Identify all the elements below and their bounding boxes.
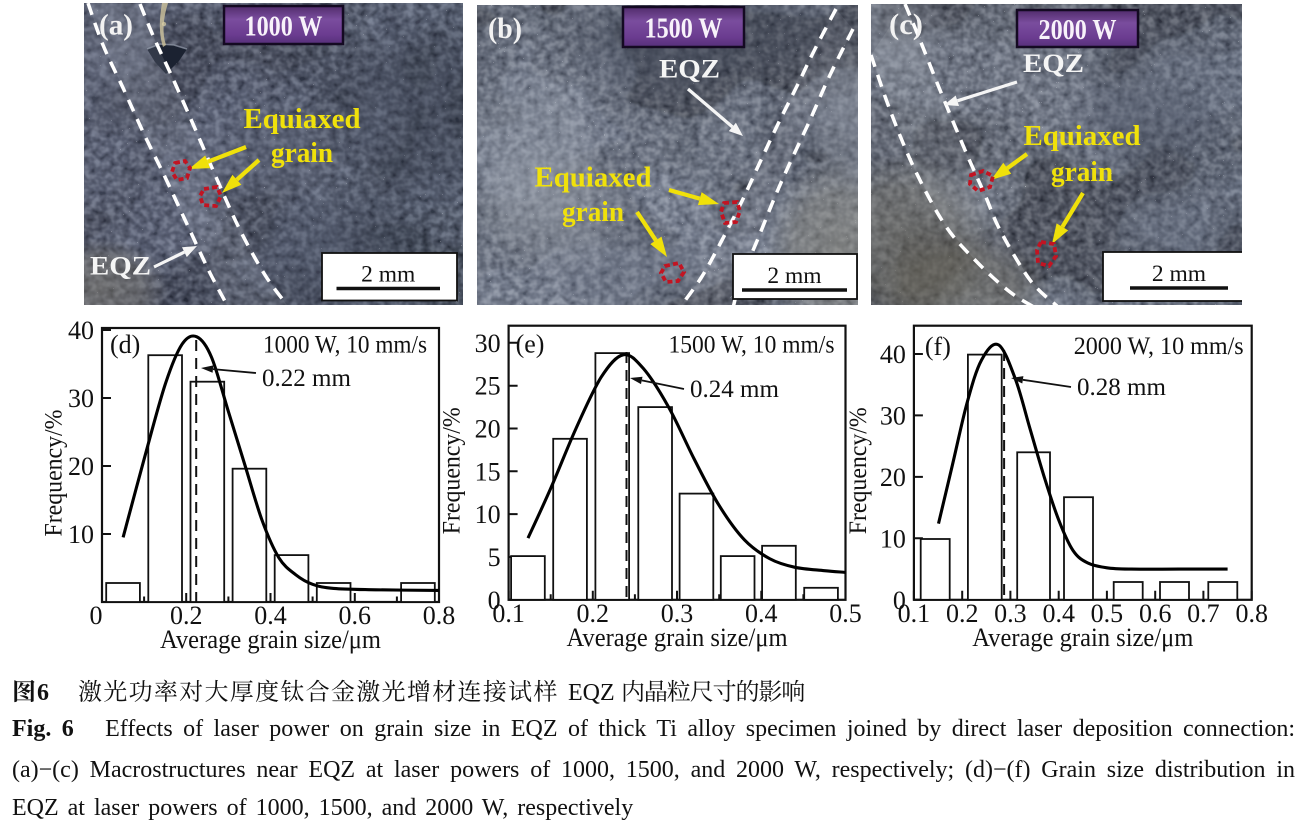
- svg-text:grain: grain: [1051, 157, 1113, 188]
- svg-text:10: 10: [880, 524, 906, 553]
- svg-text:0.3: 0.3: [661, 599, 694, 628]
- svg-text:10: 10: [475, 500, 501, 529]
- svg-text:Average grain size/μm: Average grain size/μm: [972, 623, 1193, 652]
- svg-text:40: 40: [68, 316, 94, 345]
- svg-text:40: 40: [880, 340, 906, 369]
- svg-text:20: 20: [880, 463, 906, 492]
- svg-text:10: 10: [68, 520, 94, 549]
- svg-text:5: 5: [488, 543, 501, 572]
- svg-text:1500 W: 1500 W: [645, 13, 723, 45]
- svg-text:0.1: 0.1: [898, 599, 931, 628]
- svg-text:0.7: 0.7: [1187, 599, 1220, 628]
- svg-text:0.24 mm: 0.24 mm: [690, 376, 779, 403]
- svg-text:20: 20: [475, 415, 501, 444]
- svg-text:(e): (e): [516, 330, 545, 359]
- svg-text:25: 25: [475, 372, 501, 401]
- svg-text:30: 30: [68, 384, 94, 413]
- svg-text:2 mm: 2 mm: [361, 262, 415, 288]
- svg-text:0: 0: [488, 586, 501, 615]
- svg-text:Frequency/%: Frequency/%: [41, 410, 68, 537]
- svg-text:20: 20: [68, 452, 94, 481]
- svg-text:grain: grain: [271, 138, 333, 169]
- svg-text:Equiaxed: Equiaxed: [535, 163, 652, 194]
- svg-text:0.6: 0.6: [339, 601, 372, 630]
- svg-text:30: 30: [880, 401, 906, 430]
- svg-text:6: 6: [37, 680, 49, 706]
- svg-text:Equiaxed: Equiaxed: [244, 104, 361, 135]
- svg-text:0.4: 0.4: [254, 601, 287, 630]
- svg-text:0.1: 0.1: [492, 599, 525, 628]
- svg-text:EQZ: EQZ: [568, 680, 615, 706]
- svg-text:Average grain size/μm: Average grain size/μm: [567, 623, 788, 652]
- svg-text:0.5: 0.5: [829, 599, 862, 628]
- svg-text:0.28 mm: 0.28 mm: [1077, 374, 1166, 401]
- svg-text:1000 W, 10 mm/s: 1000 W, 10 mm/s: [263, 332, 427, 359]
- svg-text:Equiaxed: Equiaxed: [1024, 121, 1141, 152]
- svg-text:2 mm: 2 mm: [1152, 261, 1206, 287]
- svg-text:(c): (c): [889, 8, 923, 41]
- svg-text:0: 0: [893, 586, 906, 615]
- svg-text:0.3: 0.3: [994, 599, 1027, 628]
- svg-text:Frequency/%: Frequency/%: [439, 407, 466, 534]
- svg-text:(d): (d): [110, 330, 140, 359]
- svg-text:2000 W, 10 mm/s: 2000 W, 10 mm/s: [1074, 333, 1244, 360]
- svg-text:30: 30: [475, 329, 501, 358]
- svg-text:2 mm: 2 mm: [767, 263, 821, 289]
- svg-text:0.6: 0.6: [1139, 599, 1172, 628]
- svg-text:(a): (a): [99, 9, 133, 42]
- svg-text:15: 15: [475, 457, 501, 486]
- svg-text:grain: grain: [562, 197, 624, 228]
- svg-text:0.2: 0.2: [170, 601, 203, 630]
- svg-text:Frequency/%: Frequency/%: [845, 407, 872, 534]
- svg-text:0.5: 0.5: [1091, 599, 1124, 628]
- svg-text:Average grain size/μm: Average grain size/μm: [160, 625, 381, 654]
- svg-text:EQZ: EQZ: [659, 54, 720, 84]
- svg-text:EQZ: EQZ: [1023, 48, 1084, 78]
- svg-text:0.2: 0.2: [946, 599, 979, 628]
- svg-text:0.8: 0.8: [423, 601, 456, 630]
- svg-text:0: 0: [90, 601, 103, 630]
- svg-text:1500 W, 10 mm/s: 1500 W, 10 mm/s: [669, 332, 835, 359]
- svg-text:EQZ: EQZ: [90, 251, 151, 281]
- svg-text:(b): (b): [488, 12, 522, 45]
- svg-text:0.8: 0.8: [1235, 599, 1268, 628]
- svg-text:(f): (f): [925, 332, 951, 361]
- svg-text:2000 W: 2000 W: [1039, 14, 1117, 46]
- svg-text:0.4: 0.4: [745, 599, 778, 628]
- svg-text:0.22 mm: 0.22 mm: [262, 365, 351, 392]
- svg-text:0.4: 0.4: [1042, 599, 1075, 628]
- svg-text:0.2: 0.2: [577, 599, 610, 628]
- svg-text:1000 W: 1000 W: [245, 11, 323, 43]
